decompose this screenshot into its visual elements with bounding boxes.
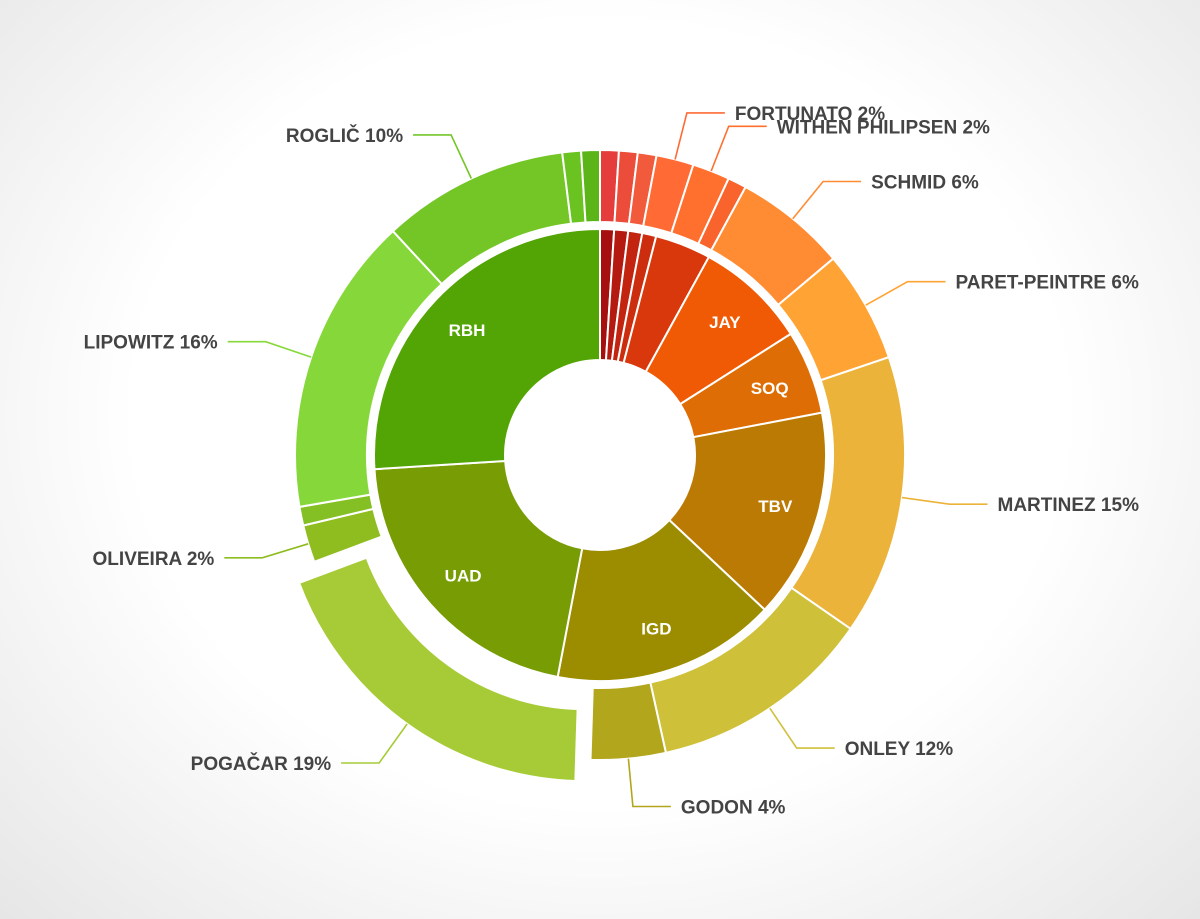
inner-slice-tbv: [667, 411, 827, 612]
outer-label-paret-peintre-6: PARET-PEINTRE 6%: [956, 273, 1139, 294]
outer-label-schmid-6: SCHMID 6%: [871, 173, 979, 194]
inner-slice-igd: [556, 518, 767, 682]
leader-line-godon-4: [627, 758, 671, 808]
inner-slice-rbh: [373, 227, 601, 471]
leader-line-rogli-10: [413, 134, 473, 179]
outer-label-poga-ar-19: POGAČAR 19%: [191, 753, 332, 775]
leader-line-withen-philipsen-2: [710, 125, 767, 172]
leader-line-fortunato-2: [674, 112, 725, 160]
outer-label-fortunato-2: FORTUNATO 2%: [735, 104, 885, 125]
outer-label-lipowitz-16: LIPOWITZ 16%: [84, 333, 218, 354]
inner-label-soq: SOQ: [751, 379, 789, 398]
leader-line-schmid-6: [792, 180, 862, 220]
inner-label-rbh: RBH: [449, 321, 486, 340]
inner-slice-uad: [373, 459, 584, 679]
outer-label-withen-philipsen-2: WITHEN PHILIPSEN 2%: [777, 117, 990, 138]
outer-label-oliveira-2: OLIVEIRA 2%: [93, 549, 215, 570]
inner-label-uad: UAD: [445, 567, 482, 586]
inner-label-jay: JAY: [709, 313, 741, 332]
outer-label-rogli-10: ROGLIČ 10%: [286, 125, 403, 147]
leader-lines: [224, 112, 988, 808]
leader-line-onley-12: [769, 707, 835, 749]
outer-slice-segment-17: [579, 148, 601, 224]
outer-label-godon-4: GODON 4%: [681, 798, 786, 819]
leader-line-lipowitz-16: [227, 340, 312, 358]
leader-line-oliveira-2: [224, 543, 309, 559]
inner-label-tbv: TBV: [758, 497, 793, 516]
leader-line-poga-ar-19: [341, 723, 408, 764]
outer-slice-poga-ar-19: [297, 556, 579, 783]
inner-ring: [367, 222, 833, 688]
inner-label-igd: IGD: [641, 620, 671, 639]
labels: JAY SOQ TBV IGD UAD RBH FORTUNATO 2%WITHEN PHI…: [84, 104, 1139, 819]
outer-ring: [294, 148, 906, 783]
outer-label-martinez-15: MARTINEZ 15%: [998, 495, 1140, 516]
ring-separator: [367, 222, 833, 688]
leader-line-martinez-15: [901, 496, 988, 506]
outer-label-onley-12: ONLEY 12%: [845, 739, 954, 760]
leader-line-paret-peintre-6: [865, 280, 946, 306]
